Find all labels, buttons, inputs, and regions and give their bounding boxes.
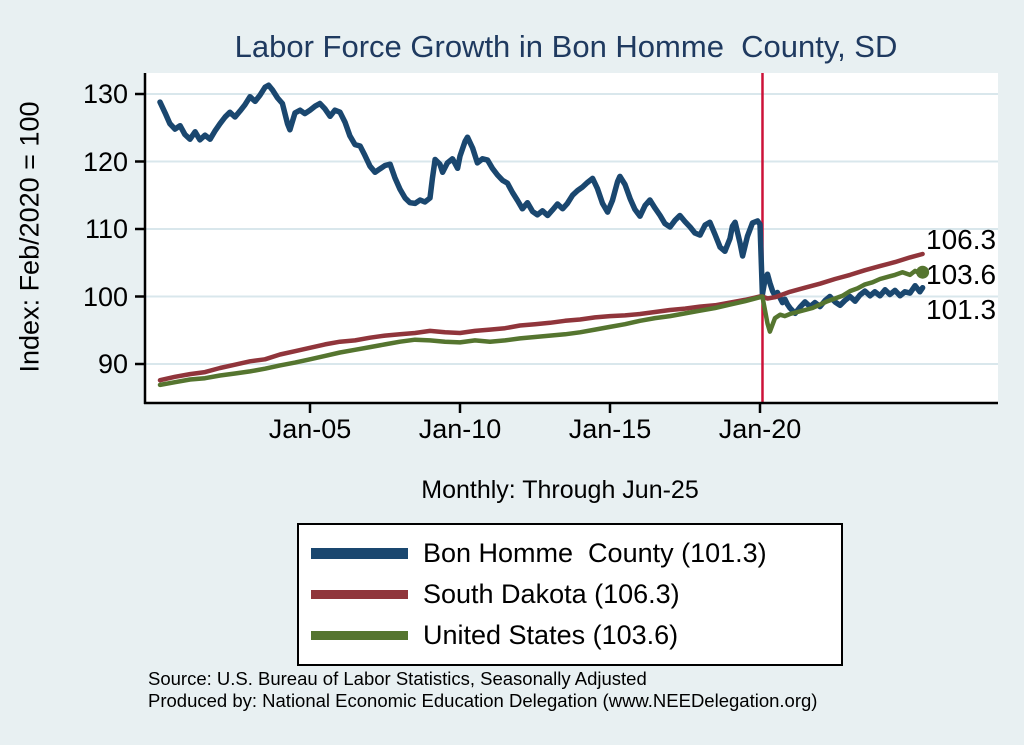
x-tick-label-Jan-20: Jan-20 [718, 414, 802, 444]
y-tick-label-120: 120 [82, 146, 128, 177]
legend-item-us: United States (103.6) [311, 620, 841, 651]
series-line-0 [157, 82, 926, 317]
legend-label-us: United States (103.6) [423, 620, 679, 650]
legend-swatch-county-icon [311, 548, 408, 559]
x-tick-label-Jan-15: Jan-15 [568, 414, 652, 444]
legend: Bon Homme County (101.3) South Dakota (1… [297, 523, 843, 666]
y-tick-label-130: 130 [82, 79, 128, 109]
plot-area [145, 73, 998, 403]
legend-label-county: Bon Homme County (101.3) [423, 538, 767, 568]
legend-label-state: South Dakota (106.3) [423, 579, 680, 609]
legend-item-state: South Dakota (106.3) [311, 579, 841, 610]
y-tick-label-90: 90 [97, 349, 128, 379]
producer-note: Produced by: National Economic Education… [148, 690, 818, 711]
legend-swatch-state-icon [311, 590, 408, 599]
end-value-label-101.3: 101.3 [926, 294, 997, 325]
x-tick-label-Jan-10: Jan-10 [418, 414, 502, 444]
end-value-label-103.6: 103.6 [926, 259, 997, 290]
x-tick-label-Jan-05: Jan-05 [268, 414, 352, 444]
chart-title: Labor Force Growth in Bon Homme County, … [234, 29, 898, 64]
source-note: Source: U.S. Bureau of Labor Statistics,… [148, 668, 647, 689]
series-line-1 [157, 251, 925, 383]
end-value-label-106.3: 106.3 [926, 224, 997, 255]
legend-swatch-us-icon [311, 631, 408, 640]
series-end-marker [916, 265, 930, 279]
y-tick-label-100: 100 [82, 281, 128, 312]
legend-item-county: Bon Homme County (101.3) [311, 538, 841, 569]
y-tick-label-110: 110 [84, 214, 128, 244]
x-axis-subtitle: Monthly: Through Jun-25 [421, 476, 699, 504]
series-line-2 [157, 268, 925, 388]
